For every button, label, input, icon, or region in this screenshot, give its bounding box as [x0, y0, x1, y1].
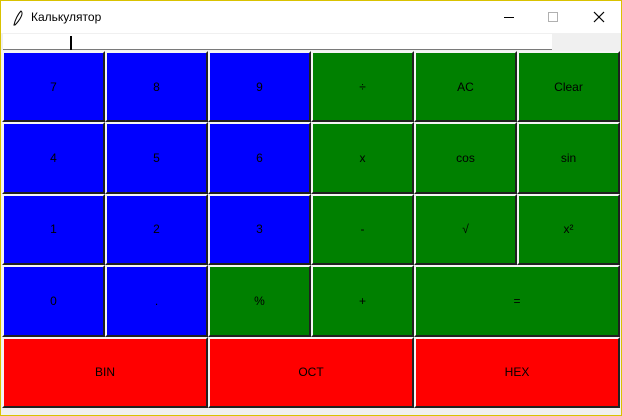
calc-button[interactable]: +	[311, 265, 414, 337]
calc-button[interactable]: 2	[105, 193, 208, 266]
calc-button[interactable]: 7	[2, 51, 105, 123]
calc-button[interactable]: x²	[517, 193, 620, 266]
calc-button[interactable]: Clear	[517, 51, 620, 123]
calc-button[interactable]: 8	[105, 51, 208, 123]
keypad: 7 8 9 ÷ AC Clear 4 5 6 x cos sin 1 2 3- √ x² 0.% + = BIN OCT H…	[2, 51, 620, 408]
close-button[interactable]	[593, 11, 605, 23]
calc-button[interactable]: HEX	[414, 336, 620, 408]
window-controls	[504, 11, 605, 23]
app-icon	[13, 10, 23, 26]
calc-button[interactable]: .	[105, 265, 208, 337]
calc-button[interactable]: 3	[208, 193, 311, 266]
title-bar: Калькулятор	[1, 1, 621, 33]
window-title: Калькулятор	[31, 10, 102, 24]
calc-button[interactable]: 5	[105, 122, 208, 194]
calc-button[interactable]: -	[311, 193, 414, 266]
calc-button[interactable]: √	[414, 193, 517, 266]
maximize-button[interactable]	[548, 12, 558, 22]
calc-button[interactable]: BIN	[2, 336, 208, 408]
calc-button[interactable]: 6	[208, 122, 311, 194]
calc-button[interactable]: 1	[2, 193, 105, 266]
entry-area	[2, 33, 621, 51]
calc-button[interactable]: OCT	[208, 336, 414, 408]
calc-button[interactable]: =	[414, 265, 620, 337]
calc-button[interactable]: %	[208, 265, 311, 337]
text-cursor	[70, 36, 72, 50]
calc-button[interactable]: AC	[414, 51, 517, 123]
calc-button[interactable]: 0	[2, 265, 105, 337]
calc-button[interactable]: 9	[208, 51, 311, 123]
calc-button[interactable]: ÷	[311, 51, 414, 123]
calc-button[interactable]: 4	[2, 122, 105, 194]
calc-button[interactable]: cos	[414, 122, 517, 194]
calc-button[interactable]: sin	[517, 122, 620, 194]
entry-field[interactable]	[3, 34, 552, 50]
calc-button[interactable]: x	[311, 122, 414, 194]
